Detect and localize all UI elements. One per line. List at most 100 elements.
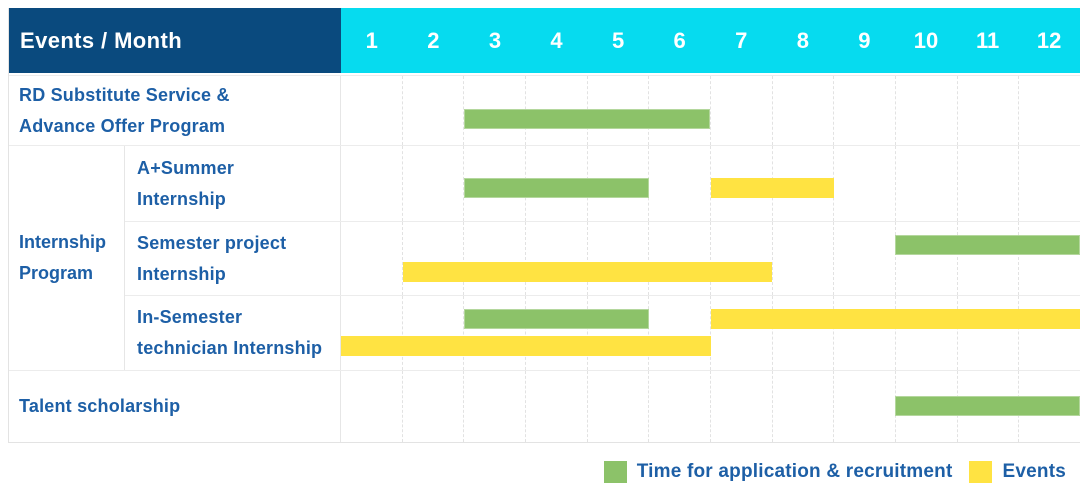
grid-cell (586, 296, 649, 370)
month-header-10: 10 (913, 27, 939, 53)
row-label: Semester project Internship (125, 222, 341, 295)
grid-cell (341, 222, 402, 295)
table-row: Semester project Internship (125, 221, 1080, 295)
row-label: RD Substitute Service & Advance Offer Pr… (9, 76, 341, 145)
table-row: RD Substitute Service & Advance Offer Pr… (9, 75, 1080, 145)
grid-cell (341, 76, 402, 145)
grid-cell (341, 146, 402, 221)
grid-cell (525, 222, 587, 295)
grid-cell (771, 76, 834, 145)
grid-cell (463, 146, 525, 221)
table-row: Talent scholarship (9, 370, 1080, 442)
grid-cell (401, 371, 464, 442)
grid-cell (401, 222, 464, 295)
application-bar (464, 178, 649, 198)
month-grid (341, 296, 1080, 370)
events-month-header-cell: Events / Month (9, 8, 341, 73)
grid-cell (586, 371, 649, 442)
grid-cell (956, 146, 1019, 221)
grid-cell (1018, 146, 1080, 221)
row-label: A+Summer Internship (125, 146, 341, 221)
legend-item-application: Time for application & recruitment (603, 461, 953, 483)
events-bar (341, 336, 711, 356)
month-grid (341, 76, 1080, 145)
grid-cell (401, 76, 464, 145)
month-header-5: 5 (611, 27, 625, 53)
grid-cell (710, 296, 772, 370)
schedule-table: Events / Month 1 2 3 4 5 6 7 8 9 10 11 12 RD Substi… (8, 8, 1080, 443)
row-label: Talent scholarship (9, 371, 341, 442)
grid-cell (771, 222, 834, 295)
grid-cell (525, 371, 587, 442)
grid-cell (463, 222, 525, 295)
grid-cell (710, 371, 772, 442)
grid-cell (341, 371, 402, 442)
grid-cell (648, 371, 710, 442)
table-header-row: Events / Month 1 2 3 4 5 6 7 8 9 10 11 12 (9, 8, 1080, 73)
grid-cell (648, 146, 710, 221)
legend-item-events: Events (969, 461, 1066, 483)
month-header-1: 1 (365, 27, 378, 53)
grid-cell (895, 296, 957, 370)
grid-cell (525, 296, 587, 370)
table-row: In-Semester technician Internship (125, 295, 1080, 370)
grid-cell (895, 146, 957, 221)
month-header-9: 9 (858, 27, 871, 53)
month-header-4: 4 (550, 27, 563, 53)
row-group-internship-program: Internship Program A+Summer Internship Sem… (9, 145, 1080, 370)
legend-label: Time for application & recruitment (636, 461, 953, 482)
grid-cell (956, 222, 1019, 295)
grid-cell (648, 222, 710, 295)
grid-cell (710, 222, 772, 295)
grid-cell (833, 371, 895, 442)
grid-cell (710, 76, 772, 145)
grid-cell (895, 222, 957, 295)
application-bar (895, 396, 1080, 416)
events-bar (710, 309, 1080, 329)
month-header-3: 3 (488, 27, 502, 53)
row-label: In-Semester technician Internship (125, 296, 341, 370)
month-header-6: 6 (673, 27, 686, 53)
grid-cell (463, 371, 525, 442)
events-swatch-icon (969, 461, 993, 483)
grid-cell (1018, 76, 1080, 145)
month-grid (341, 371, 1080, 442)
grid-cell (833, 76, 895, 145)
legend: Time for application & recruitment Events (603, 461, 1066, 483)
grid-cell (648, 296, 710, 370)
group-label: Internship Program (9, 146, 125, 370)
grid-cell (833, 222, 895, 295)
grid-cell (401, 146, 464, 221)
month-header-7: 7 (735, 27, 748, 53)
month-header-11: 11 (975, 27, 1000, 53)
month-header-12: 12 (1036, 27, 1062, 53)
table-row: A+Summer Internship (125, 146, 1080, 221)
group-rows: A+Summer Internship Semester project Inte… (125, 146, 1080, 370)
grid-cell (895, 76, 957, 145)
grid-cell (956, 296, 1019, 370)
month-header-strip: 1 2 3 4 5 6 7 8 9 10 11 12 (341, 8, 1080, 73)
grid-cell (1018, 296, 1080, 370)
legend-label: Events (1002, 461, 1066, 482)
grid-cell (771, 371, 834, 442)
month-grid (341, 146, 1080, 221)
grid-cell (463, 296, 525, 370)
month-header-2: 2 (427, 27, 440, 53)
application-bar (895, 235, 1080, 255)
application-swatch-icon (603, 461, 627, 483)
month-header-8: 8 (796, 27, 809, 53)
grid-cell (401, 296, 464, 370)
grid-cell (586, 222, 649, 295)
application-bar (464, 309, 649, 329)
grid-cell (833, 146, 895, 221)
grid-cell (463, 76, 525, 145)
table-body: RD Substitute Service & Advance Offer Pr… (9, 75, 1080, 442)
grid-cell (956, 76, 1019, 145)
events-bar (710, 178, 834, 198)
grid-cell (341, 296, 402, 370)
events-bar (402, 262, 773, 282)
month-grid (341, 222, 1080, 295)
application-bar (464, 109, 711, 129)
grid-cell (1018, 222, 1080, 295)
